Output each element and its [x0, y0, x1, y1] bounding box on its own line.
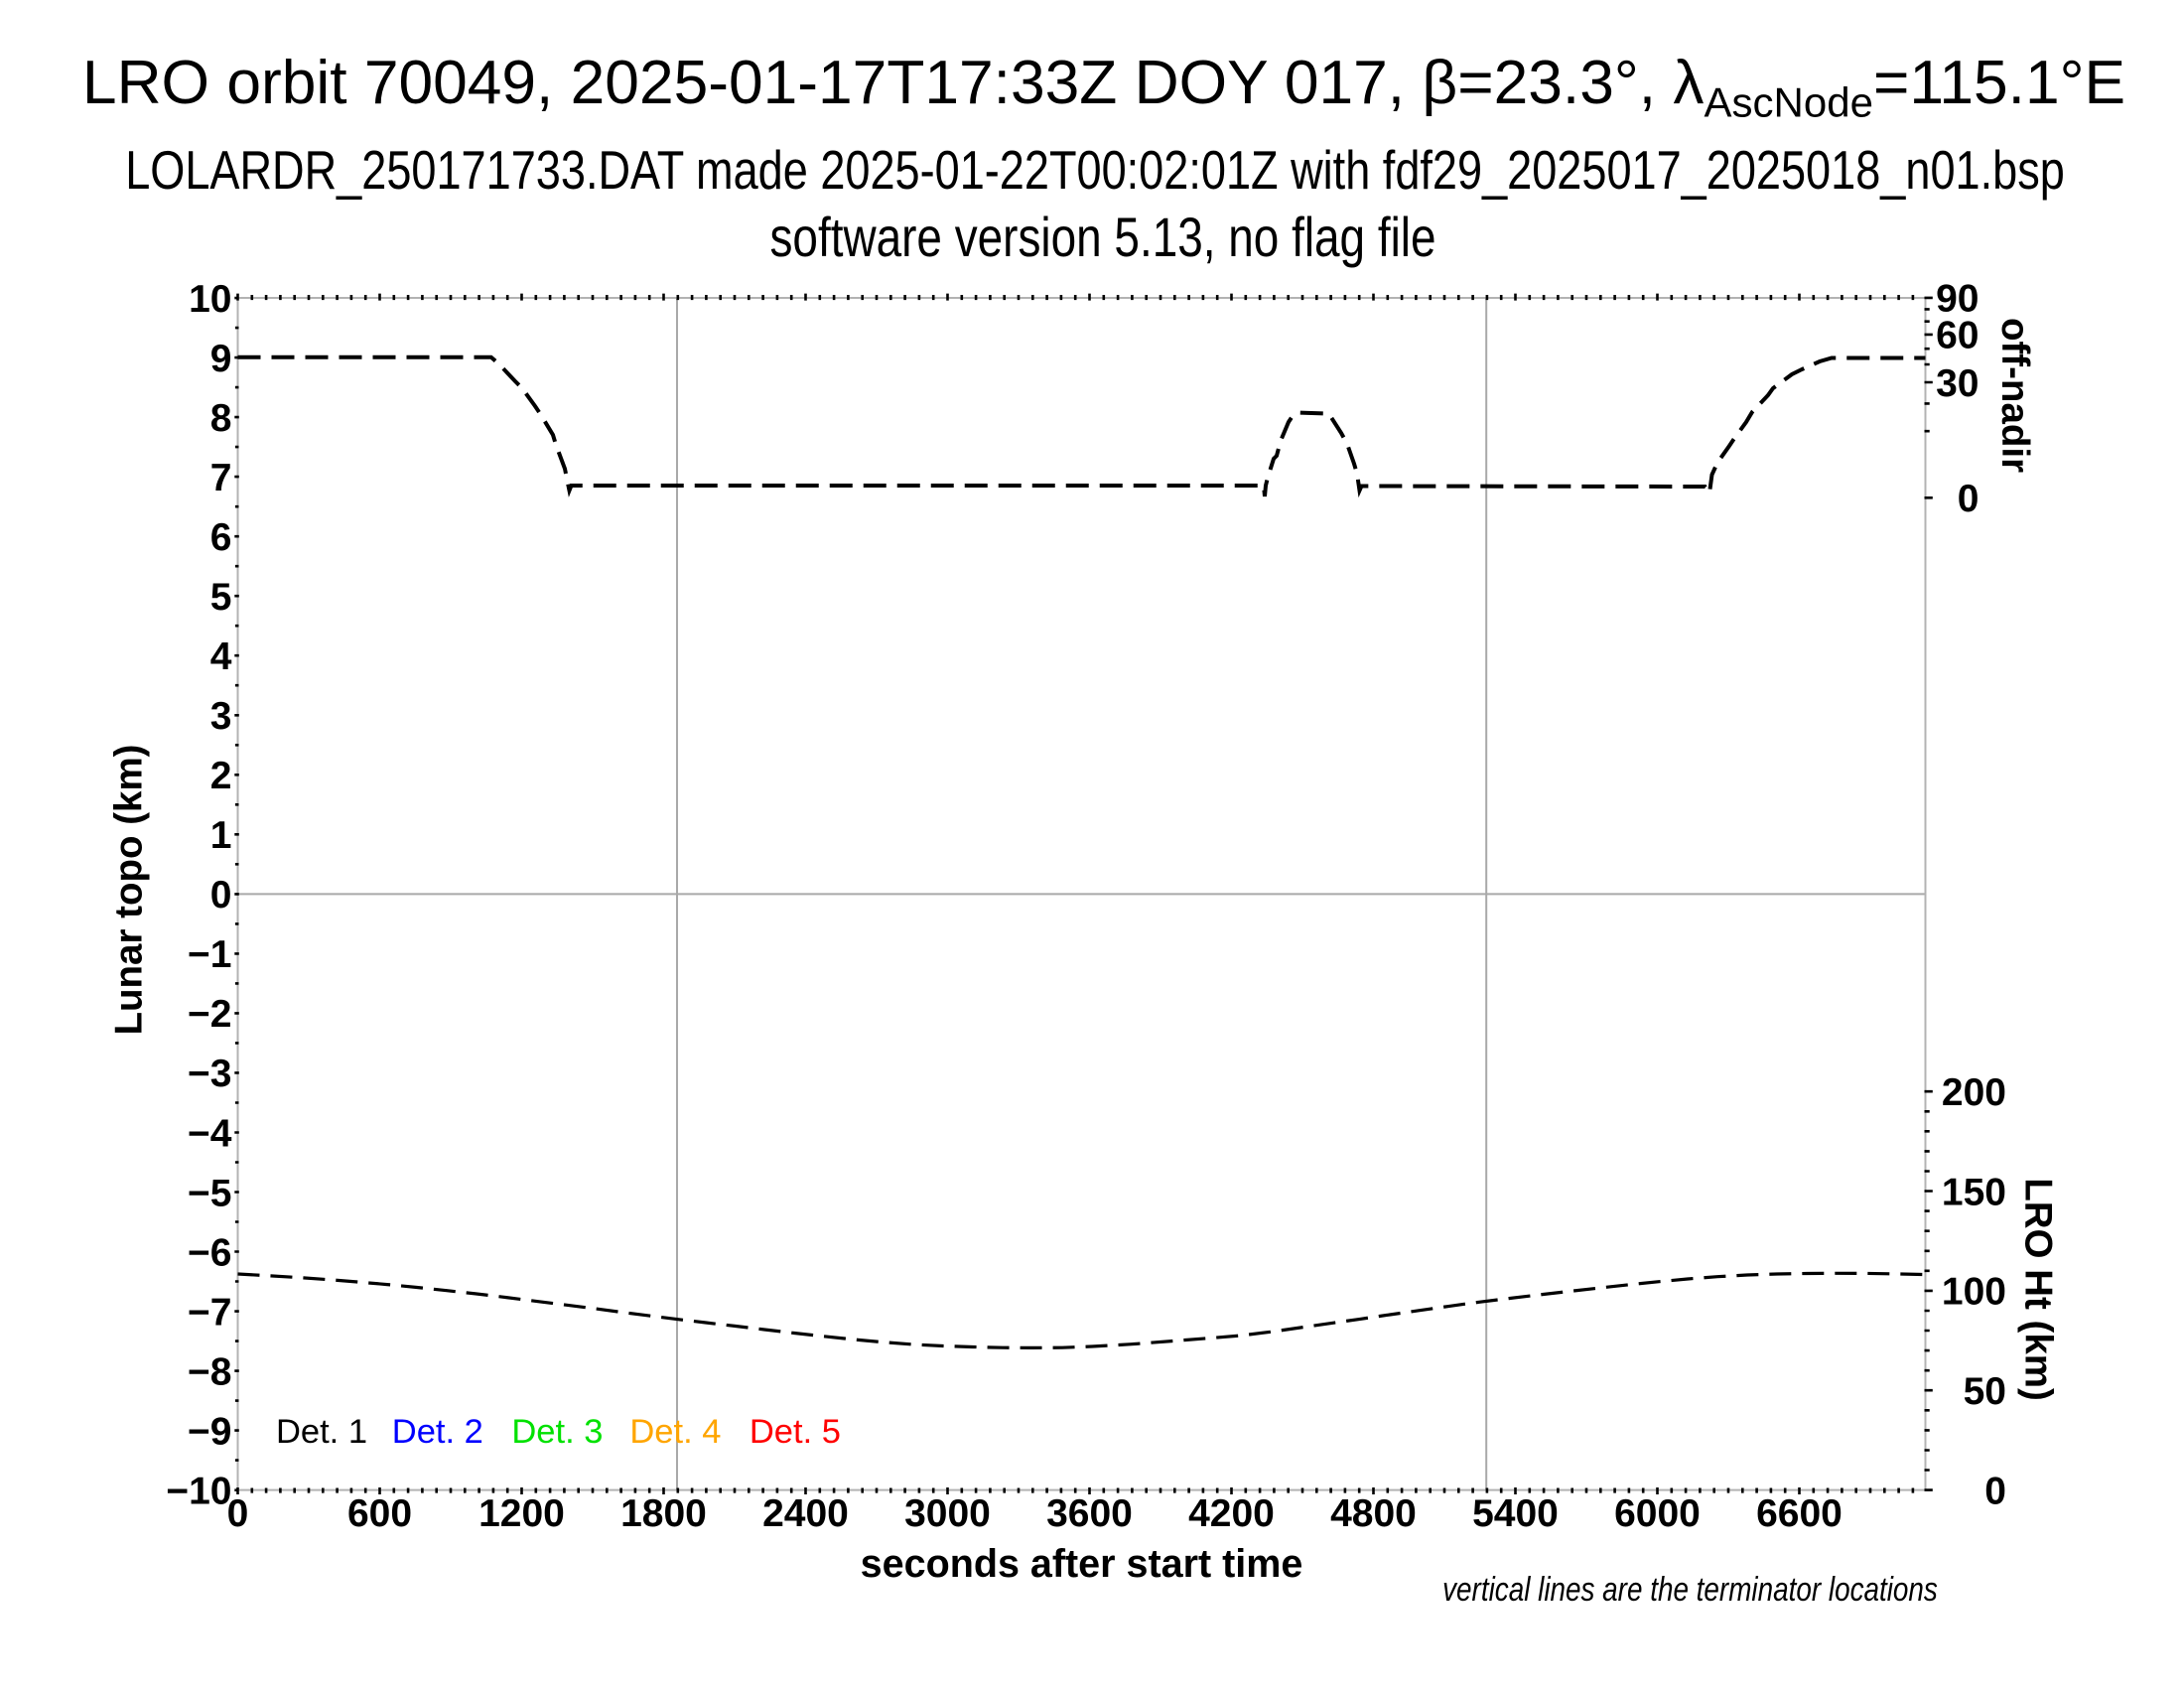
svg-text:8: 8	[210, 397, 232, 440]
svg-text:−5: −5	[188, 1172, 231, 1214]
svg-text:vertical lines are the termina: vertical lines are the terminator locati…	[1442, 1570, 1938, 1608]
svg-text:−7: −7	[188, 1291, 231, 1334]
svg-text:−8: −8	[188, 1350, 231, 1393]
svg-text:3600: 3600	[1046, 1492, 1133, 1535]
svg-text:2: 2	[210, 755, 232, 797]
svg-text:200: 200	[1942, 1071, 2006, 1114]
svg-text:0: 0	[1984, 1470, 2006, 1512]
svg-text:0: 0	[1958, 478, 1979, 520]
svg-text:50: 50	[1964, 1370, 2006, 1413]
svg-text:−3: −3	[188, 1053, 231, 1095]
svg-text:9: 9	[210, 338, 232, 380]
svg-text:5: 5	[210, 576, 232, 619]
svg-text:3000: 3000	[904, 1492, 991, 1535]
svg-text:10: 10	[189, 278, 231, 321]
svg-text:600: 600	[347, 1492, 412, 1535]
svg-text:30: 30	[1936, 362, 1979, 405]
svg-text:−9: −9	[188, 1410, 231, 1453]
svg-text:off-nadir: off-nadir	[1993, 318, 2036, 473]
svg-text:90: 90	[1936, 278, 1979, 321]
svg-text:LOLARDR_250171733.DAT made 202: LOLARDR_250171733.DAT made 2025-01-22T00…	[125, 139, 2065, 201]
svg-text:150: 150	[1942, 1171, 2006, 1213]
svg-text:LRO Ht (km): LRO Ht (km)	[2017, 1178, 2060, 1401]
svg-text:4200: 4200	[1188, 1492, 1275, 1535]
svg-text:−4: −4	[188, 1112, 232, 1155]
svg-text:Lunar topo (km): Lunar topo (km)	[108, 745, 151, 1036]
svg-text:1: 1	[210, 814, 232, 857]
svg-text:4800: 4800	[1330, 1492, 1417, 1535]
svg-text:5400: 5400	[1472, 1492, 1559, 1535]
svg-text:Det. 1: Det. 1	[276, 1413, 367, 1451]
svg-text:0: 0	[210, 874, 232, 917]
svg-text:1800: 1800	[620, 1492, 707, 1535]
svg-text:6000: 6000	[1614, 1492, 1701, 1535]
svg-text:6600: 6600	[1756, 1492, 1843, 1535]
svg-text:60: 60	[1936, 315, 1979, 357]
svg-text:−1: −1	[188, 933, 231, 976]
svg-text:Det. 4: Det. 4	[629, 1413, 721, 1451]
svg-text:0: 0	[227, 1492, 249, 1535]
svg-text:software version 5.13, no flag: software version 5.13, no flag file	[769, 207, 1435, 268]
svg-text:−10: −10	[166, 1471, 231, 1513]
svg-text:Det. 2: Det. 2	[392, 1413, 483, 1451]
svg-text:Det. 5: Det. 5	[750, 1413, 841, 1451]
svg-text:7: 7	[210, 457, 232, 499]
svg-text:−2: −2	[188, 993, 231, 1036]
svg-text:Det. 3: Det. 3	[511, 1413, 603, 1451]
svg-text:seconds after start time: seconds after start time	[861, 1542, 1303, 1586]
svg-text:1200: 1200	[478, 1492, 565, 1535]
svg-text:100: 100	[1942, 1271, 2006, 1314]
svg-text:3: 3	[210, 695, 232, 738]
svg-text:4: 4	[210, 635, 232, 678]
svg-text:−6: −6	[188, 1231, 231, 1274]
svg-text:6: 6	[210, 516, 232, 559]
svg-text:2400: 2400	[762, 1492, 849, 1535]
